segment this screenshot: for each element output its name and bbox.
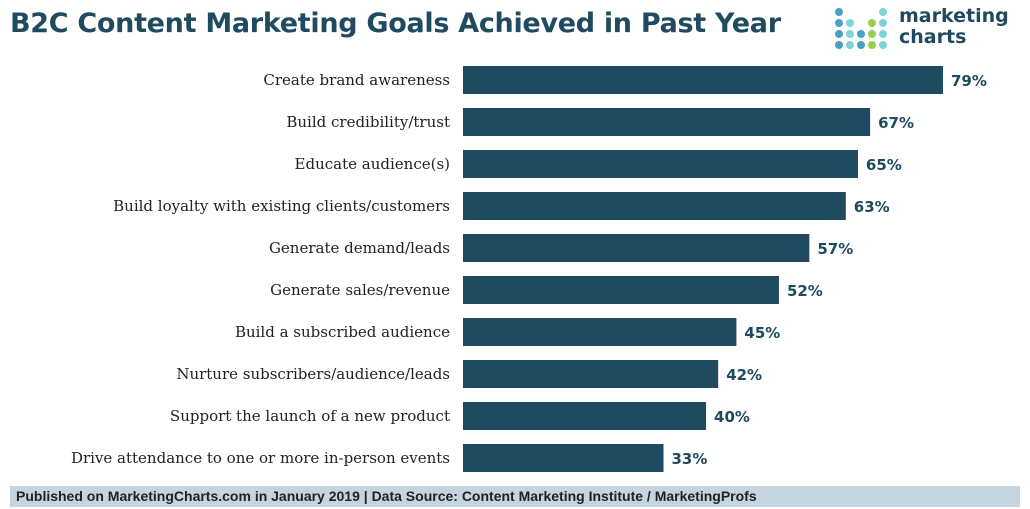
logo-dot [879, 30, 887, 38]
category-label: Support the launch of a new product [170, 407, 450, 425]
footer-bar: Published on MarketingCharts.com in Janu… [10, 486, 1020, 507]
marketingcharts-logo: marketing charts [833, 6, 1023, 52]
bar [463, 318, 737, 346]
bar-chart: Create brand awareness 79% Build credibili… [71, 66, 987, 472]
bar [463, 150, 858, 178]
value-label: 33% [672, 450, 708, 468]
logo-dot [835, 19, 843, 27]
logo-dot [868, 19, 876, 27]
logo-dot [835, 41, 843, 49]
logo-dot [857, 30, 865, 38]
chart-title: B2C Content Marketing Goals Achieved in … [10, 8, 781, 39]
value-label: 42% [726, 366, 762, 384]
category-label: Create brand awareness [263, 71, 450, 89]
logo-dot [879, 8, 887, 16]
category-label: Generate sales/revenue [270, 281, 450, 299]
logo-dots-icon [835, 8, 887, 49]
bar [463, 444, 664, 472]
logo-dot [868, 30, 876, 38]
logo-dot [846, 41, 854, 49]
logo-line2: charts [899, 26, 967, 48]
value-label: 65% [866, 156, 902, 174]
logo-dot [846, 30, 854, 38]
category-label: Build credibility/trust [286, 113, 450, 131]
value-label: 40% [714, 408, 750, 426]
value-label: 52% [787, 282, 823, 300]
logo-line1: marketing [899, 5, 1009, 27]
logo-dot [835, 8, 843, 16]
category-label: Build loyalty with existing clients/cust… [113, 197, 450, 215]
value-label: 67% [878, 114, 914, 132]
logo-dot [846, 19, 854, 27]
value-label: 57% [817, 240, 853, 258]
bar [463, 192, 846, 220]
category-label: Drive attendance to one or more in-perso… [71, 449, 450, 467]
bar [463, 66, 943, 94]
bar [463, 108, 871, 136]
logo-dot [857, 41, 865, 49]
category-label: Educate audience(s) [295, 155, 450, 173]
logo-dot [879, 19, 887, 27]
category-label: Build a subscribed audience [235, 323, 450, 341]
value-label: 79% [951, 72, 987, 90]
category-label: Nurture subscribers/audience/leads [176, 365, 450, 383]
logo-dot [879, 41, 887, 49]
footer-source: Published on MarketingCharts.com in Janu… [16, 488, 757, 504]
logo-dot [835, 30, 843, 38]
value-label: 63% [854, 198, 890, 216]
bar [463, 402, 707, 430]
category-label: Generate demand/leads [269, 239, 450, 257]
bar [463, 234, 810, 262]
value-label: 45% [744, 324, 780, 342]
bar [463, 276, 779, 304]
bar [463, 360, 719, 388]
logo-dot [868, 41, 876, 49]
